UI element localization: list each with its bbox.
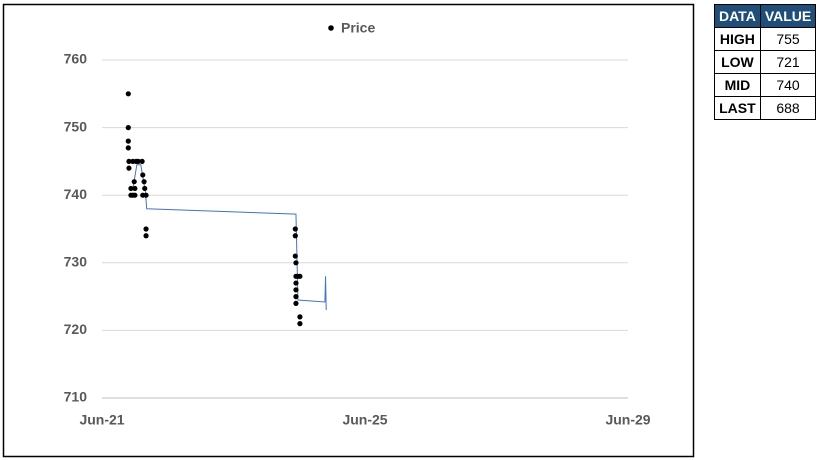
data-point	[139, 158, 145, 164]
header-cell: VALUE	[759, 4, 817, 28]
legend-label: Price	[341, 20, 375, 36]
data-point	[143, 192, 149, 198]
row-label: LOW	[714, 50, 761, 74]
data-point	[297, 314, 303, 320]
y-tick-label: 740	[64, 186, 88, 202]
data-point	[131, 179, 137, 185]
data-point	[125, 125, 131, 131]
data-point	[125, 138, 131, 144]
row-value: 755	[759, 27, 817, 51]
data-point	[132, 192, 138, 198]
data-table: DATA VALUE HIGH 755 LOW 721 MID 740 LAST 688	[714, 4, 817, 120]
y-tick-label: 750	[64, 118, 88, 134]
data-point	[297, 273, 303, 279]
data-point	[143, 233, 149, 239]
legend-marker	[328, 25, 334, 31]
row-value: 740	[759, 73, 817, 97]
y-tick-label: 710	[64, 389, 88, 405]
data-point	[293, 287, 299, 293]
data-point	[125, 145, 131, 151]
row-label: MID	[714, 73, 761, 97]
header-cell: DATA	[714, 4, 761, 28]
data-point	[140, 172, 146, 178]
row-value: 721	[759, 50, 817, 74]
x-tick-label: Jun-25	[342, 412, 387, 428]
data-point	[293, 300, 299, 306]
data-point	[126, 158, 132, 164]
data-point	[292, 226, 298, 232]
chart-border	[2, 3, 695, 458]
chart: Price 710 720 730 740 750 760 Jun-21 Jun-25 Jun-…	[2, 3, 695, 458]
data-point	[297, 321, 303, 327]
x-tick-label: Jun-21	[79, 412, 124, 428]
data-point	[142, 185, 148, 192]
row-label: LAST	[714, 96, 761, 120]
row-value: 688	[759, 96, 817, 120]
data-point	[128, 185, 134, 192]
y-tick-label: 760	[64, 51, 88, 67]
data-point	[292, 233, 298, 239]
row-label: HIGH	[714, 27, 761, 51]
data-point	[292, 253, 298, 259]
data-point	[132, 185, 138, 192]
data-point	[143, 226, 149, 232]
x-tick-label: Jun-29	[605, 412, 650, 428]
data-point	[293, 280, 299, 286]
data-point	[125, 91, 131, 97]
data-point	[293, 294, 299, 300]
y-tick-label: 730	[64, 254, 88, 270]
trendline	[132, 164, 327, 311]
data-point	[135, 158, 141, 164]
y-tick-label: 720	[64, 321, 88, 337]
data-point	[141, 179, 147, 185]
data-point	[126, 165, 132, 171]
data-point	[293, 260, 299, 266]
